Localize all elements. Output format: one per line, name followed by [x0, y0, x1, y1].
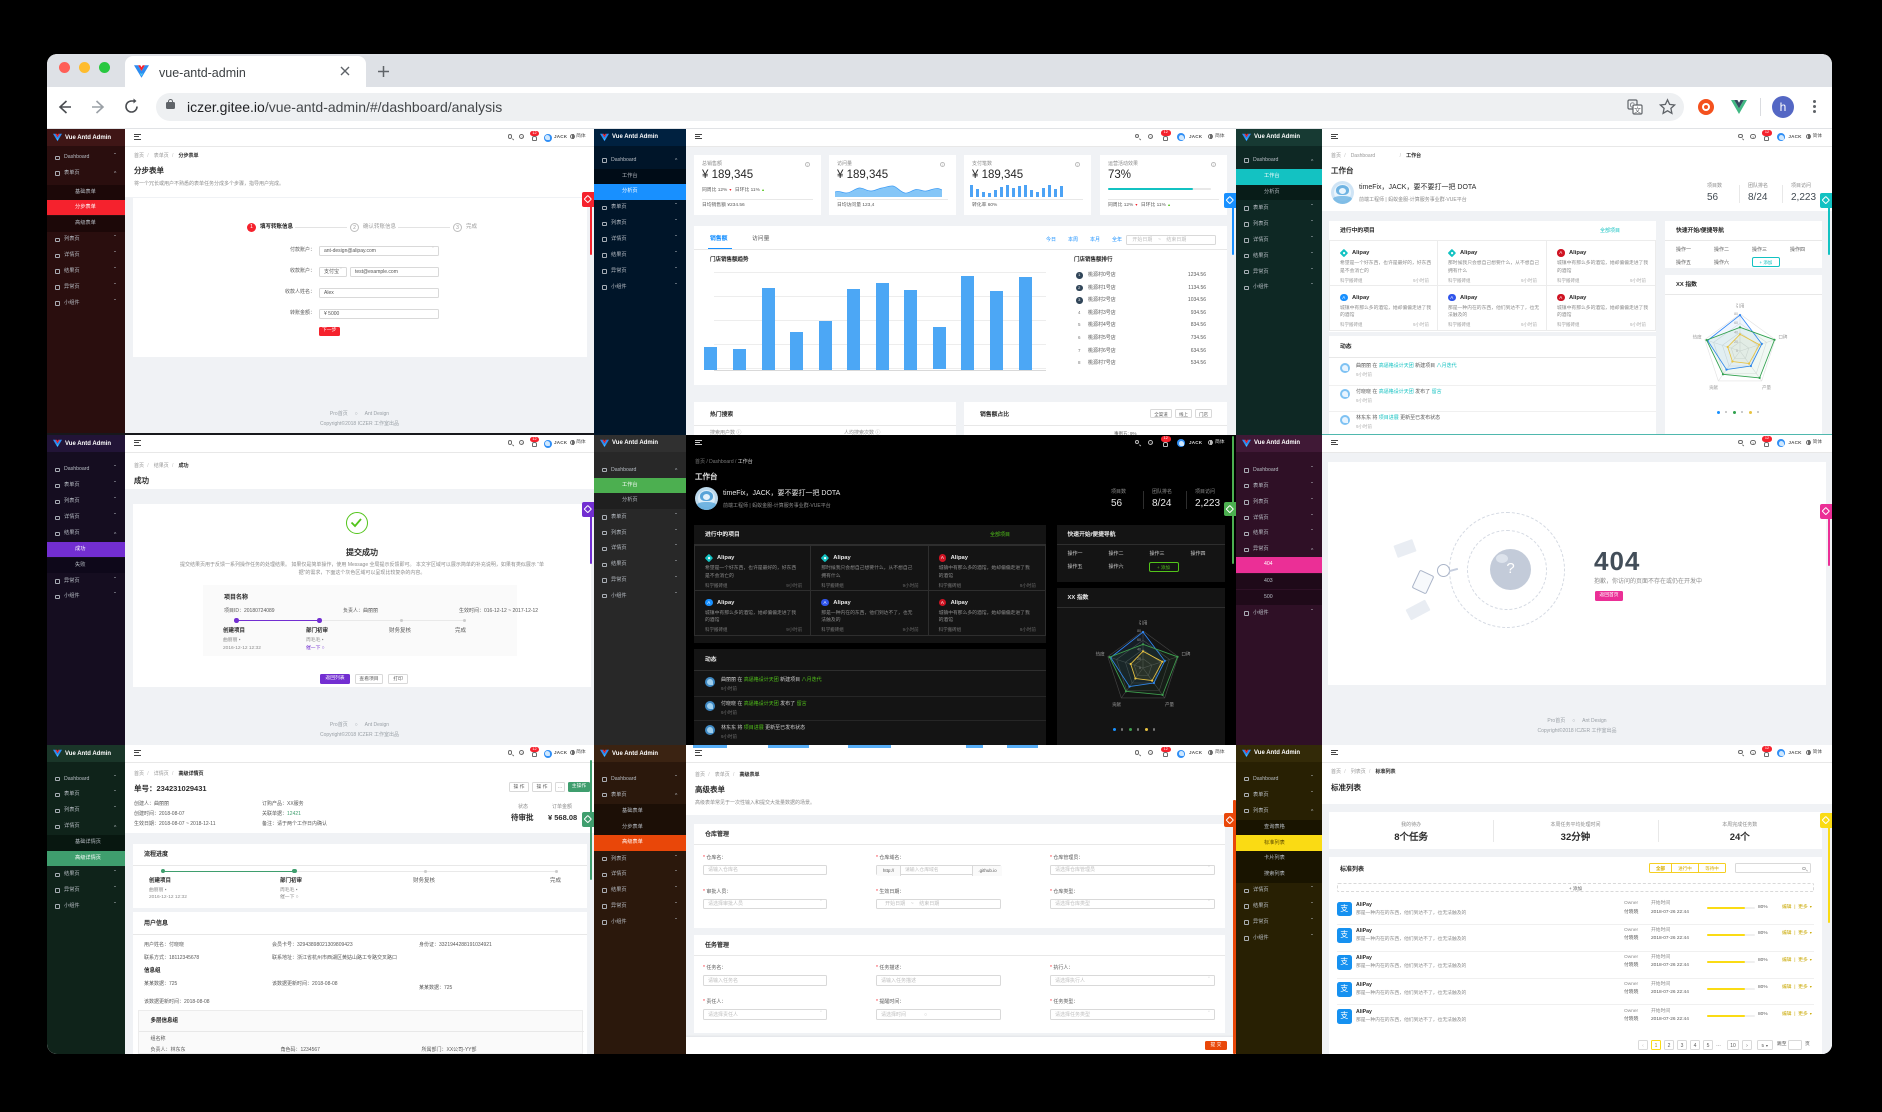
svg-text:40: 40 — [1137, 647, 1141, 651]
svg-text:0: 0 — [1736, 349, 1738, 353]
svg-text:40: 40 — [1734, 330, 1738, 334]
svg-text:60: 60 — [1137, 638, 1141, 642]
svg-text:引用: 引用 — [1138, 619, 1147, 626]
svg-text:0: 0 — [1139, 666, 1141, 670]
svg-text:口碑: 口碑 — [1181, 650, 1190, 657]
svg-text:文: 文 — [1634, 106, 1641, 115]
svg-text:60: 60 — [1734, 321, 1738, 325]
svg-text:20: 20 — [1137, 657, 1141, 661]
svg-text:80: 80 — [1734, 312, 1738, 316]
svg-text:产量: 产量 — [1165, 701, 1174, 708]
svg-text:引用: 引用 — [1736, 302, 1745, 309]
svg-text:80: 80 — [1137, 629, 1141, 633]
svg-text:20: 20 — [1734, 339, 1738, 343]
svg-text:口碑: 口碑 — [1778, 333, 1787, 340]
svg-text:贡献: 贡献 — [1112, 701, 1121, 708]
svg-text:产量: 产量 — [1762, 384, 1771, 391]
svg-text:贡献: 贡献 — [1709, 384, 1718, 391]
svg-text:热度: 热度 — [1693, 333, 1702, 340]
svg-text:热度: 热度 — [1095, 650, 1104, 657]
